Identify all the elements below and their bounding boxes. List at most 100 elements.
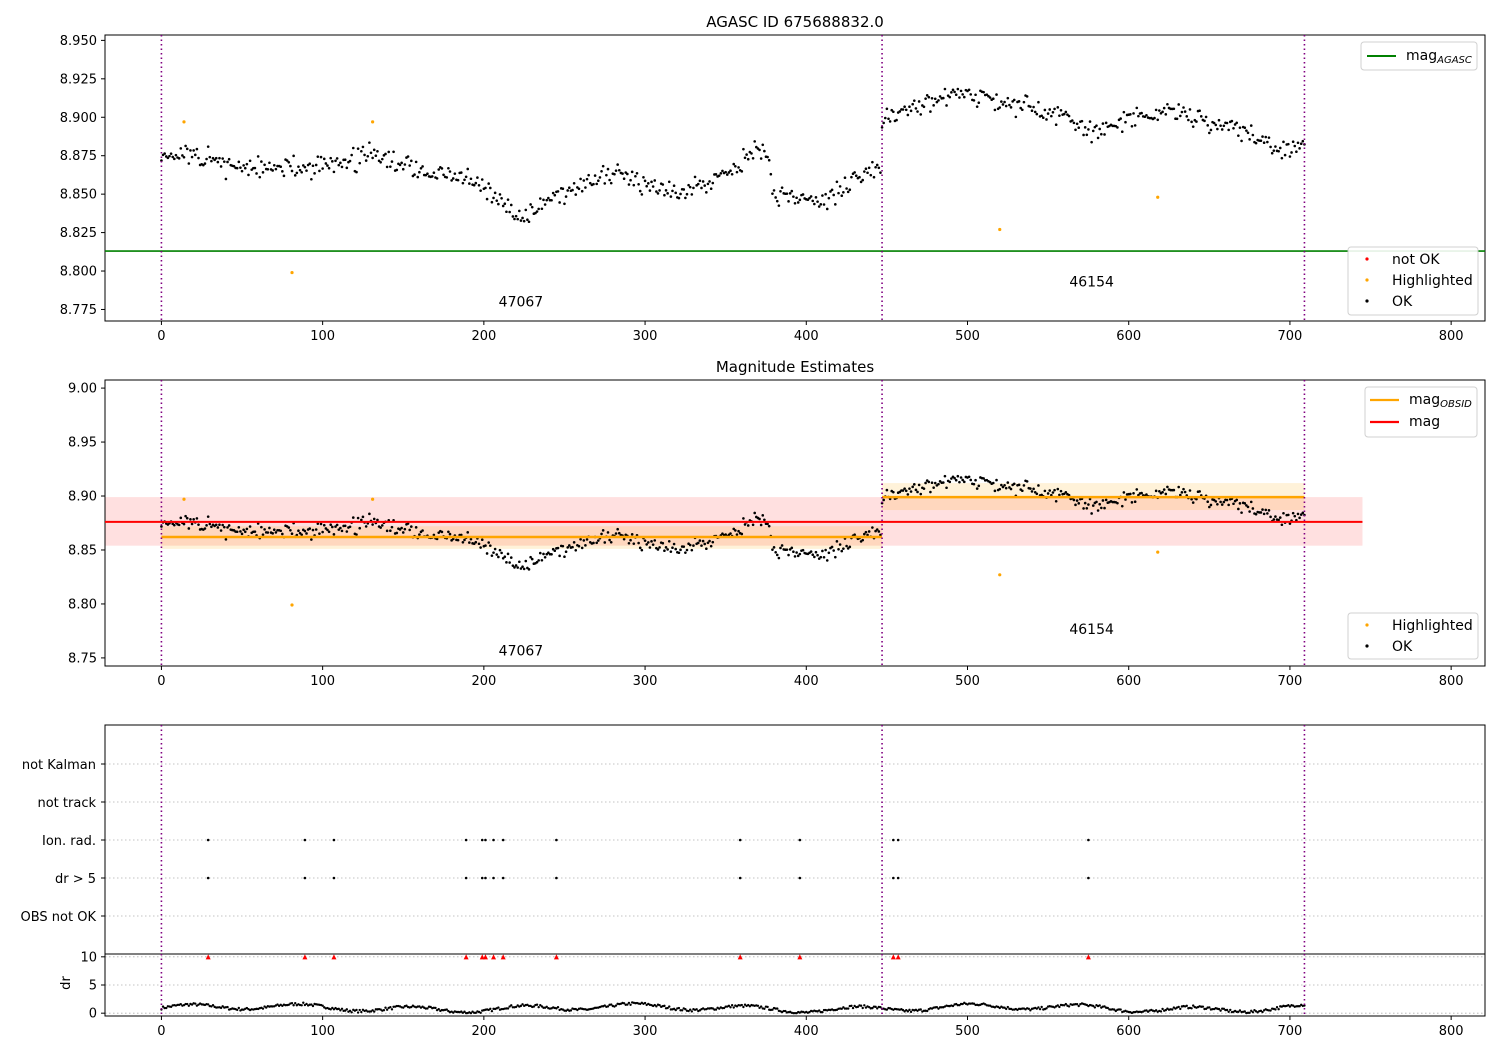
dr-point <box>463 1010 466 1013</box>
ok-point <box>503 555 507 558</box>
ok-point <box>1058 493 1061 497</box>
ok-point <box>1091 129 1095 133</box>
ok-point <box>824 548 827 552</box>
dr-point <box>695 1008 698 1011</box>
ok-point <box>256 155 260 158</box>
ok-point <box>597 539 600 542</box>
ok-point <box>224 538 228 541</box>
ok-point <box>1154 489 1158 493</box>
ok-point <box>374 154 378 158</box>
ok-point <box>742 517 745 520</box>
ok-point <box>956 87 960 91</box>
ok-point <box>785 192 789 195</box>
dr-point <box>510 1004 513 1007</box>
ok-point <box>476 176 479 179</box>
ok-point <box>1206 500 1210 504</box>
ok-point <box>687 183 690 187</box>
dr-point <box>1217 1007 1221 1011</box>
ok-point <box>790 546 794 550</box>
ok-point <box>556 546 560 550</box>
ok-point <box>580 189 584 193</box>
ok-point <box>953 476 956 480</box>
dr-point <box>658 1004 661 1007</box>
dr-point <box>1067 1005 1071 1008</box>
ok-point <box>1191 501 1195 504</box>
dr-point <box>302 1001 305 1004</box>
ok-point <box>522 567 526 571</box>
dr-point <box>684 1008 687 1011</box>
ok-point <box>384 152 387 156</box>
ok-point <box>892 110 895 114</box>
ok-point <box>281 532 284 536</box>
ok-point <box>877 166 881 170</box>
ok-point <box>1122 110 1126 114</box>
ok-point <box>226 526 229 529</box>
ok-point <box>932 486 935 489</box>
ok-point <box>795 196 798 200</box>
ok-point <box>637 541 640 545</box>
ok-point <box>440 530 444 534</box>
flag-point <box>464 838 468 842</box>
dr-point <box>689 1008 692 1011</box>
ok-point <box>711 181 715 185</box>
ok-point <box>888 120 892 123</box>
ok-point <box>1000 100 1003 103</box>
ok-point <box>925 93 929 97</box>
ok-point <box>832 549 835 552</box>
ok-point <box>1025 95 1029 98</box>
ok-point <box>880 126 884 129</box>
dr-point <box>1250 1009 1253 1013</box>
dr-point <box>666 1006 669 1010</box>
ok-point <box>1040 114 1043 118</box>
ok-point <box>1282 140 1285 144</box>
ok-point <box>197 523 200 526</box>
ok-point <box>840 549 844 553</box>
ok-point <box>664 189 668 192</box>
dr-point <box>1004 1007 1008 1011</box>
y-tick-label: 10 <box>80 950 97 965</box>
ok-point <box>371 523 374 526</box>
ok-point <box>1014 115 1018 119</box>
ok-point <box>666 548 669 551</box>
ok-point <box>540 207 544 211</box>
ok-point <box>974 93 977 97</box>
ok-point <box>392 150 395 154</box>
ok-point <box>1053 107 1056 111</box>
ok-point <box>730 172 734 176</box>
ok-point <box>922 487 926 490</box>
ok-point <box>817 557 821 560</box>
dr-point <box>418 1005 421 1008</box>
x-tick-label: 200 <box>471 1024 496 1039</box>
dr-point <box>759 1005 763 1008</box>
ok-point <box>524 559 528 563</box>
ok-point <box>292 154 295 158</box>
highlighted-point <box>290 603 294 607</box>
ok-point <box>418 533 421 536</box>
ok-point <box>361 145 365 149</box>
ok-point <box>413 173 416 176</box>
dr-point <box>842 1006 845 1009</box>
ok-point <box>1287 513 1290 517</box>
dr-point <box>1192 1004 1195 1007</box>
ok-point <box>663 549 666 553</box>
ok-point <box>577 544 581 548</box>
ok-point <box>372 517 376 521</box>
ok-point <box>813 202 816 206</box>
ok-point <box>245 527 249 531</box>
ok-point <box>1222 124 1226 128</box>
ok-point <box>796 554 800 558</box>
ok-point <box>1091 504 1095 507</box>
dr-point <box>732 1006 735 1009</box>
ok-point <box>1183 490 1187 494</box>
ok-point <box>579 177 582 181</box>
ok-point <box>945 104 948 107</box>
ok-point <box>616 163 619 166</box>
ok-point <box>566 546 569 549</box>
ok-point <box>1064 110 1068 114</box>
ok-point <box>1254 512 1258 516</box>
ok-point <box>189 517 192 521</box>
dr-point <box>1171 1008 1174 1011</box>
ok-point <box>840 194 844 197</box>
dr-point <box>235 1008 239 1012</box>
flag-point <box>501 838 505 842</box>
